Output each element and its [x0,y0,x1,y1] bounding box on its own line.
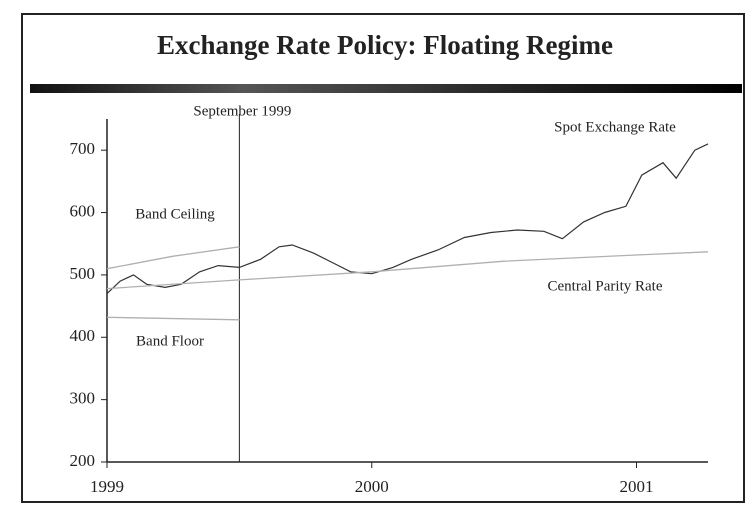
frame [21,13,745,503]
series-line [106,251,709,290]
x-tick-label: 1999 [90,477,124,496]
series-label: Band Floor [136,333,204,349]
series-label: Central Parity Rate [548,278,663,294]
chart-title: Exchange Rate Policy: Floating Regime [157,30,613,60]
x-tick-label: 2000 [355,477,389,496]
y-tick-label: 600 [70,201,96,220]
series-line [106,316,240,321]
y-tick-label: 500 [70,264,96,283]
series-label: Spot Exchange Rate [554,119,676,135]
x-tick-label: 2001 [620,477,654,496]
y-tick-label: 400 [70,326,96,345]
title-rule [30,84,742,93]
y-tick-label: 200 [70,451,96,470]
series-label: Band Ceiling [135,206,215,222]
series-line [106,246,240,270]
y-tick-label: 300 [70,389,96,408]
y-tick-label: 700 [70,139,96,158]
annotation: September 1999 [193,103,291,119]
